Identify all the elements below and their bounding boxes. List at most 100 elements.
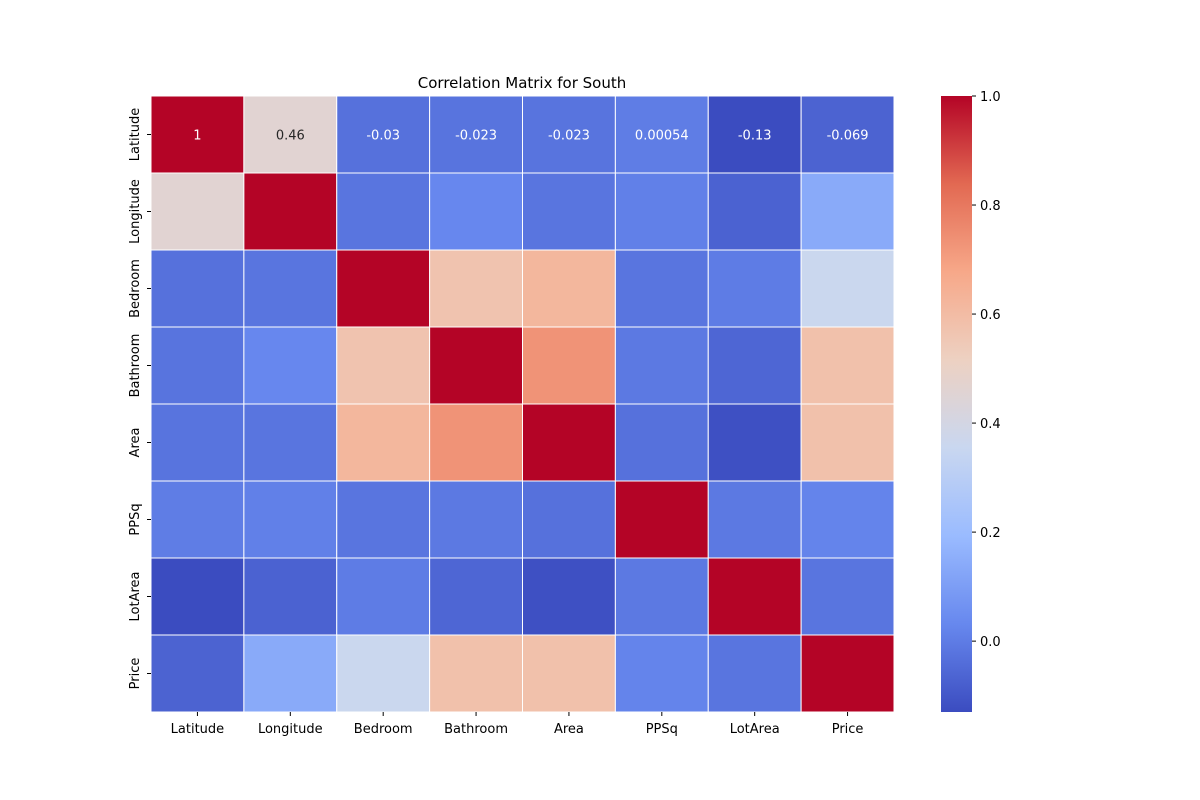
heatmap-cell (243, 326, 338, 405)
heatmap-cell (243, 172, 338, 251)
heatmap-cell (336, 557, 431, 636)
heatmap-cell (429, 95, 523, 174)
chart-title: Correlation Matrix for South (418, 74, 626, 92)
heatmap-cell (707, 557, 802, 636)
heatmap-cell (429, 403, 523, 482)
heatmap-cell (522, 480, 616, 559)
heatmap-cell (522, 403, 616, 482)
cell-annotation: -0.069 (827, 129, 869, 144)
heatmap-cell (243, 634, 338, 713)
cell-annotation: -0.03 (366, 129, 400, 144)
heatmap-cell (800, 634, 895, 713)
colorbar-tick-label: 0.2 (980, 526, 1001, 541)
heatmap-cell (336, 249, 431, 328)
colorbar-gradient (941, 96, 972, 712)
heatmap-cell (150, 326, 245, 405)
heatmap-cell (707, 403, 802, 482)
heatmap-cell (707, 480, 802, 559)
heatmap-cell (614, 95, 709, 174)
heatmap-cell (429, 172, 523, 251)
heatmap-cell (150, 95, 245, 174)
heatmap-cell (800, 326, 895, 405)
y-tick-label: Latitude (128, 108, 143, 162)
y-tick-label: Area (128, 428, 143, 458)
heatmap-cell (614, 172, 709, 251)
heatmap-cell (429, 634, 523, 713)
heatmap-annotations: 1 0.46 -0.03 -0.023 -0.023 0.00054 -0.13 -0.069 (193, 129, 868, 144)
y-tick-label: PPSq (128, 503, 143, 535)
cell-annotation: 0.46 (276, 129, 305, 144)
heatmap-cell (707, 634, 802, 713)
heatmap-cell (800, 557, 895, 636)
heatmap-cell (800, 172, 895, 251)
heatmap-cell (522, 634, 616, 713)
x-tick-label: PPSq (646, 722, 678, 737)
heatmap-cell (150, 172, 245, 251)
cell-annotation: 1 (193, 129, 201, 144)
y-tick-label: LotArea (128, 572, 143, 622)
heatmap-cell (429, 480, 523, 559)
x-tick-label: Area (554, 722, 584, 737)
colorbar-tick-label: 1.0 (980, 90, 1001, 105)
heatmap-cell (429, 249, 523, 328)
heatmap-cell (707, 249, 802, 328)
heatmap-cell (336, 480, 431, 559)
heatmap-cell (800, 480, 895, 559)
x-tick-label: Price (832, 722, 864, 737)
heatmap-cells (150, 95, 895, 713)
x-tick-label: Bedroom (354, 722, 413, 737)
heatmap-cell (614, 557, 709, 636)
y-tick-label: Bedroom (128, 259, 143, 318)
heatmap-cell (150, 249, 245, 328)
colorbar-tick-label: 0.4 (980, 417, 1001, 432)
cell-annotation: 0.00054 (635, 129, 689, 144)
colorbar: 0.0 0.2 0.4 0.6 0.8 1.0 (941, 90, 1001, 712)
heatmap-cell (336, 403, 431, 482)
heatmap-cell (243, 480, 338, 559)
heatmap-cell (707, 326, 802, 405)
y-tick-label: Price (128, 658, 143, 690)
heatmap-cell (336, 326, 431, 405)
heatmap-cell (614, 480, 709, 559)
heatmap-cell (243, 249, 338, 328)
heatmap-cell (150, 480, 245, 559)
heatmap-cell (614, 634, 709, 713)
cell-annotation: -0.13 (738, 129, 772, 144)
heatmap-cell (614, 403, 709, 482)
x-tick-label: Latitude (171, 722, 225, 737)
x-tick-label: Bathroom (444, 722, 508, 737)
heatmap-cell (150, 634, 245, 713)
heatmap-cell (707, 172, 802, 251)
heatmap-cell (522, 172, 616, 251)
heatmap-cell (522, 557, 616, 636)
y-axis-tick-labels: Latitude Longitude Bedroom Bathroom Area PPSq… (128, 108, 151, 690)
heatmap-cell (800, 249, 895, 328)
heatmap-cell (336, 95, 431, 174)
x-tick-label: Longitude (258, 722, 323, 737)
y-tick-label: Longitude (128, 179, 143, 244)
heatmap-cell (243, 557, 338, 636)
x-axis-tick-labels: Latitude Longitude Bedroom Bathroom Area PPSq… (171, 712, 864, 737)
y-tick-label: Bathroom (128, 334, 143, 398)
colorbar-tick-label: 0.6 (980, 308, 1001, 323)
heatmap-cell (800, 403, 895, 482)
heatmap-cell (800, 95, 895, 174)
heatmap-cell (614, 249, 709, 328)
colorbar-tick-label: 0.8 (980, 199, 1001, 214)
heatmap-cell (522, 326, 616, 405)
cell-annotation: -0.023 (548, 129, 590, 144)
heatmap-cell (150, 557, 245, 636)
x-tick-label: LotArea (730, 722, 780, 737)
heatmap-cell (150, 403, 245, 482)
heatmap-cell (336, 172, 431, 251)
heatmap-cell (614, 326, 709, 405)
heatmap-cell (336, 634, 431, 713)
heatmap-cell (243, 95, 338, 174)
colorbar-tick-label: 0.0 (980, 635, 1001, 650)
heatmap-cell (429, 557, 523, 636)
heatmap-cell (429, 326, 523, 405)
heatmap-cell (243, 403, 338, 482)
heatmap-cell (522, 95, 616, 174)
heatmap-cell (522, 249, 616, 328)
